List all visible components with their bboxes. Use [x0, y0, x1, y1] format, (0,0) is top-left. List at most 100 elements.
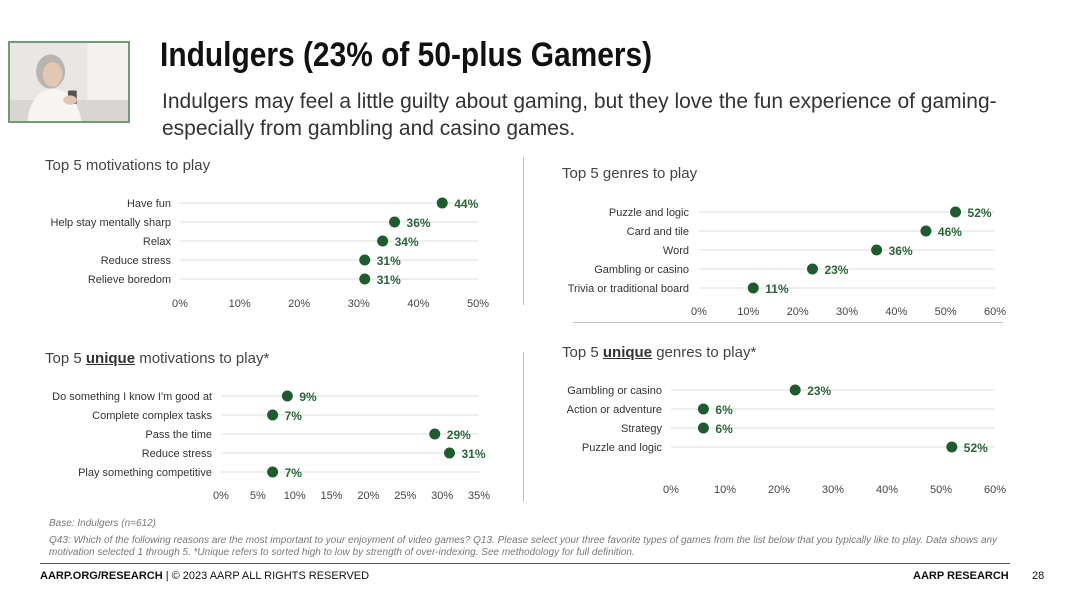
footer-credit: AARP.ORG/RESEARCH | © 2023 AARP ALL RIGH…: [40, 570, 369, 582]
x-tick-label: 15%: [321, 490, 343, 502]
panel-title-unique-genres: Top 5 unique genres to play*: [562, 344, 756, 361]
x-tick-label: 60%: [984, 484, 1006, 496]
value-label: 11%: [765, 282, 789, 296]
x-tick-label: 20%: [787, 306, 809, 318]
category-label: Relieve boredom: [88, 274, 171, 286]
vertical-divider-top: [523, 157, 524, 305]
data-point: [950, 206, 962, 218]
category-label: Do something I know I'm good at: [52, 391, 212, 403]
value-label: 23%: [824, 263, 848, 277]
value-label: 52%: [968, 206, 992, 220]
category-label: Trivia or traditional board: [568, 283, 689, 295]
horizontal-divider: [573, 322, 1003, 323]
x-tick-label: 0%: [691, 306, 707, 318]
footer-copyright: | © 2023 AARP ALL RIGHTS RESERVED: [162, 570, 370, 582]
panel-title-suffix: genres to play*: [652, 344, 757, 361]
category-label: Reduce stress: [142, 448, 213, 460]
x-tick-label: 40%: [876, 484, 898, 496]
x-tick-label: 0%: [663, 484, 679, 496]
x-tick-label: 20%: [768, 484, 790, 496]
category-label: Strategy: [621, 423, 662, 435]
footer-link[interactable]: AARP.ORG/RESEARCH: [40, 570, 163, 582]
panel-title-genres: Top 5 genres to play: [562, 165, 698, 182]
x-tick-label: 35%: [468, 490, 490, 502]
x-tick-label: 40%: [885, 306, 907, 318]
value-label: 6%: [715, 422, 733, 436]
x-tick-label: 30%: [822, 484, 844, 496]
category-label: Relax: [143, 236, 172, 248]
data-point: [747, 282, 759, 294]
category-label: Reduce stress: [101, 255, 172, 267]
page-subtitle: Indulgers may feel a little guilty about…: [162, 90, 997, 140]
data-point: [946, 441, 958, 453]
data-point: [377, 235, 389, 247]
value-label: 31%: [377, 254, 401, 268]
category-label: Puzzle and logic: [582, 442, 663, 454]
data-point: [871, 244, 883, 256]
x-tick-label: 25%: [394, 490, 416, 502]
data-point: [267, 466, 279, 478]
value-label: 31%: [462, 447, 486, 461]
category-label: Card and tile: [627, 226, 689, 238]
panel-title-prefix: Top 5: [45, 350, 86, 367]
x-tick-label: 0%: [172, 298, 188, 310]
data-point: [281, 390, 293, 402]
methodology-note: Q43: Which of the following reasons are …: [49, 535, 998, 558]
x-tick-label: 20%: [288, 298, 310, 310]
category-label: Complete complex tasks: [92, 410, 212, 422]
x-tick-label: 60%: [984, 306, 1006, 318]
data-point: [789, 384, 801, 396]
category-label: Help stay mentally sharp: [51, 217, 171, 229]
value-label: 7%: [285, 409, 303, 423]
data-point: [920, 225, 932, 237]
value-label: 9%: [299, 390, 317, 404]
data-point: [429, 428, 441, 440]
value-label: 7%: [285, 466, 303, 480]
footer-brand: AARP RESEARCH: [913, 570, 1009, 582]
base-note: Base: Indulgers (n=612): [49, 518, 157, 529]
category-label: Word: [663, 245, 689, 257]
panel-title-unique-motivations: Top 5 unique motivations to play*: [45, 350, 269, 367]
data-point: [444, 447, 456, 459]
category-label: Puzzle and logic: [609, 207, 690, 219]
data-point: [389, 216, 401, 228]
vertical-divider-bottom: [523, 352, 524, 502]
page-title: Indulgers (23% of 50-plus Gamers): [160, 36, 653, 74]
x-tick-label: 30%: [431, 490, 453, 502]
data-point: [267, 409, 279, 421]
value-label: 36%: [407, 216, 431, 230]
category-label: Gambling or casino: [594, 264, 689, 276]
data-point: [359, 273, 371, 285]
x-tick-label: 50%: [467, 298, 489, 310]
data-point: [359, 254, 371, 266]
x-tick-label: 50%: [930, 484, 952, 496]
x-tick-label: 30%: [836, 306, 858, 318]
x-tick-label: 10%: [714, 484, 736, 496]
x-tick-label: 10%: [229, 298, 251, 310]
x-tick-label: 10%: [737, 306, 759, 318]
category-label: Pass the time: [145, 429, 212, 441]
x-tick-label: 0%: [213, 490, 229, 502]
woman-with-phone-image: [10, 43, 128, 121]
value-label: 23%: [807, 384, 831, 398]
x-tick-label: 50%: [935, 306, 957, 318]
panel-title-emphasis: unique: [602, 344, 653, 361]
panel-title-suffix: motivations to play*: [135, 350, 270, 367]
panel-title-motivations: Top 5 motivations to play: [45, 157, 211, 174]
value-label: 36%: [889, 244, 913, 258]
value-label: 52%: [964, 441, 988, 455]
category-label: Gambling or casino: [567, 385, 662, 397]
gamer-photo: [8, 41, 130, 123]
category-label: Action or adventure: [567, 404, 662, 416]
value-label: 34%: [395, 235, 419, 249]
footer-rule: [40, 563, 1010, 564]
category-label: Have fun: [127, 198, 171, 210]
category-label: Play something competitive: [78, 467, 212, 479]
value-label: 29%: [447, 428, 471, 442]
x-tick-label: 5%: [250, 490, 266, 502]
panel-title-emphasis: unique: [85, 350, 136, 367]
